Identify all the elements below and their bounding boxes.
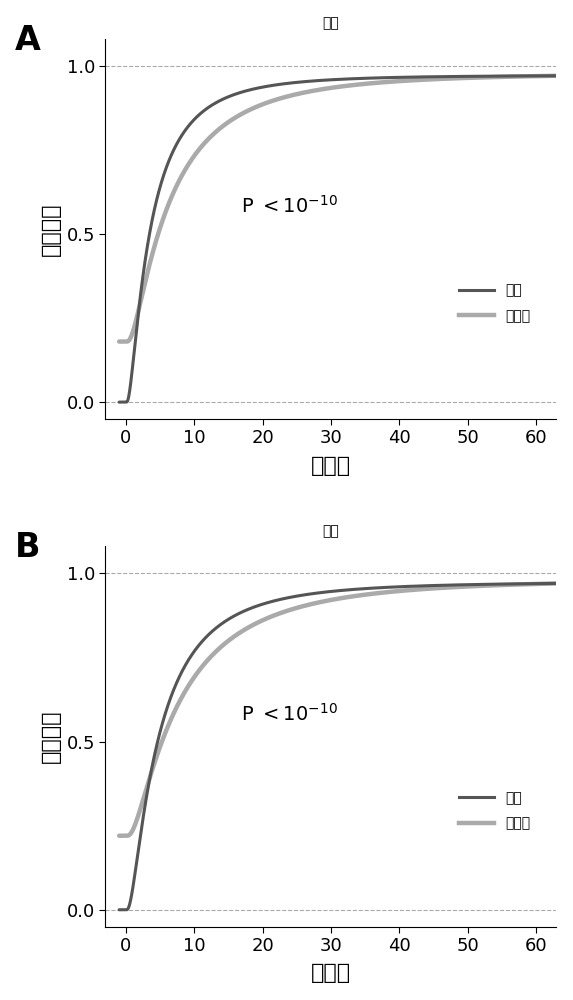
Title: 老年: 老年 [323,524,339,538]
X-axis label: 表达量: 表达量 [311,963,351,983]
Text: P $<10^{-10}$: P $<10^{-10}$ [241,195,337,217]
Legend: 健康, 肊结核: 健康, 肊结核 [454,278,536,328]
X-axis label: 表达量: 表达量 [311,456,351,476]
Text: P $<10^{-10}$: P $<10^{-10}$ [241,703,337,725]
Text: B: B [15,531,41,564]
Y-axis label: 累积概率: 累积概率 [41,710,61,763]
Title: 青年: 青年 [323,17,339,31]
Text: A: A [15,24,41,57]
Y-axis label: 累积概率: 累积概率 [41,202,61,256]
Legend: 健康, 肊结核: 健康, 肊结核 [454,786,536,836]
